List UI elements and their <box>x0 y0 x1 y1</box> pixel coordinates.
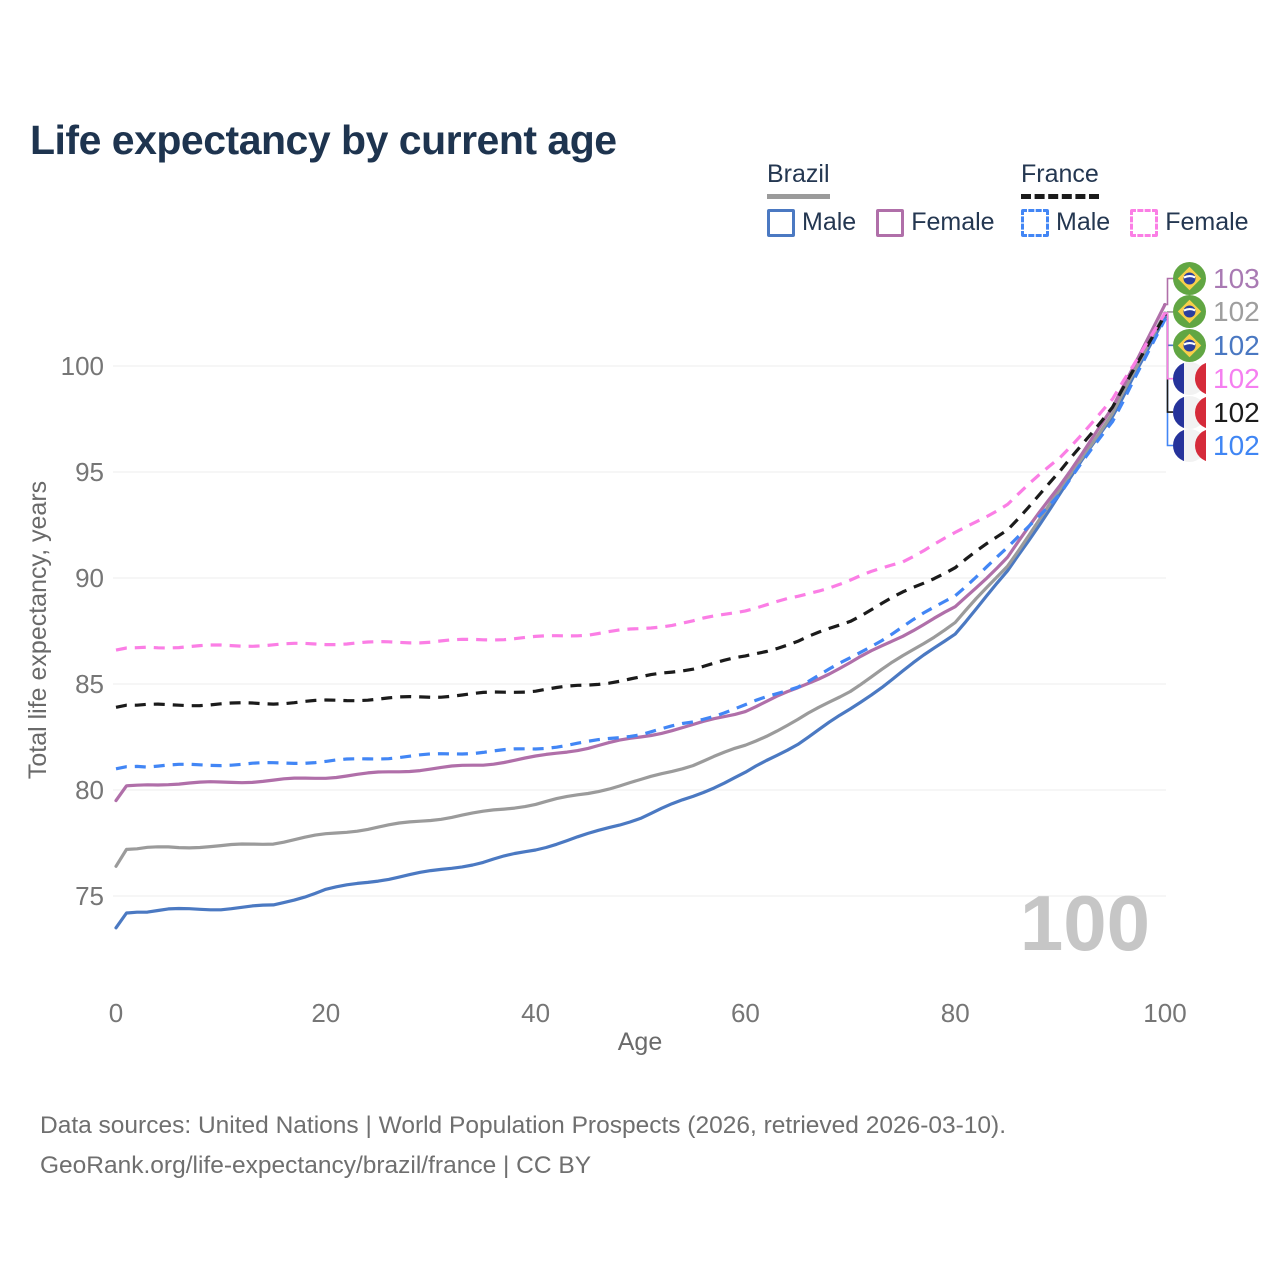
watermark-age-value: 100 <box>1020 879 1150 967</box>
series-line-france-female <box>115 312 1167 652</box>
series-end-labels: 103 102 102 102 102 102 <box>1173 262 1280 482</box>
x-tick-label: 100 <box>1143 998 1186 1028</box>
brazil-flag-icon <box>1173 295 1206 329</box>
end-label-connector <box>1163 312 1174 380</box>
end-label-value: 102 <box>1213 329 1260 361</box>
chart-legend: Brazil Male Female France Male <box>0 160 1280 240</box>
france-flag-icon <box>1173 395 1206 429</box>
legend-item-brazil-male[interactable]: Male <box>767 208 856 237</box>
legend-item-france-female[interactable]: Female <box>1130 208 1249 237</box>
series-line-brazil-female <box>114 302 1167 803</box>
x-tick-label: 60 <box>731 998 760 1028</box>
y-tick-label: 90 <box>75 563 104 593</box>
france-flag-icon <box>1173 429 1206 462</box>
legend-item-france-male[interactable]: Male <box>1021 208 1110 237</box>
footer-sources-line: Data sources: United Nations | World Pop… <box>40 1112 1007 1139</box>
x-tick-label: 40 <box>521 998 550 1028</box>
end-label-value: 102 <box>1213 363 1260 395</box>
brazil-flag-icon <box>1173 328 1206 362</box>
end-label-row-france: 102 <box>1173 362 1260 396</box>
legend-item-label: Male <box>802 208 857 236</box>
series-line-brazil-both <box>114 311 1167 868</box>
y-tick-label: 80 <box>75 775 104 805</box>
data-sources-footer: Data sources: United Nations | World Pop… <box>40 1106 1006 1186</box>
footer-attribution-line: GeoRank.org/life-expectancy/brazil/franc… <box>40 1152 592 1179</box>
legend-group-france: France Male Female <box>1021 160 1249 237</box>
end-label-row-brazil: 102 <box>1173 328 1260 362</box>
checkbox-icon <box>1130 208 1159 237</box>
x-axis-title: Age <box>618 1028 662 1056</box>
legend-item-label: Male <box>1056 208 1111 236</box>
series-line-france-both <box>115 314 1167 709</box>
legend-item-brazil-female[interactable]: Female <box>876 208 995 237</box>
end-label-value: 102 <box>1213 430 1260 461</box>
y-tick-label: 85 <box>75 669 104 699</box>
checkbox-icon <box>1021 208 1049 237</box>
series-line-france-male <box>115 318 1167 771</box>
end-label-row-brazil: 102 <box>1173 295 1260 329</box>
legend-item-label: Female <box>911 208 995 236</box>
legend-group-brazil: Brazil Male Female <box>767 160 995 237</box>
end-label-row-brazil: 103 <box>1173 262 1260 295</box>
end-label-value: 102 <box>1213 296 1260 328</box>
end-label-row-france: 102 <box>1173 395 1260 429</box>
x-tick-label: 20 <box>311 998 340 1028</box>
brazil-flag-icon <box>1173 262 1206 295</box>
x-tick-label: 0 <box>109 998 123 1028</box>
y-tick-label: 100 <box>61 351 104 381</box>
checkbox-icon <box>767 208 795 237</box>
legend-item-label: Female <box>1165 208 1249 236</box>
france-flag-icon <box>1173 362 1206 396</box>
y-tick-label: 75 <box>75 881 104 911</box>
legend-group-title-france: France <box>1021 160 1099 199</box>
page-title: Life expectancy by current age <box>30 117 617 164</box>
end-label-value: 103 <box>1213 263 1260 294</box>
y-tick-label: 95 <box>75 457 104 487</box>
end-label-connector <box>1163 277 1174 306</box>
end-label-row-france: 102 <box>1173 429 1260 462</box>
y-axis-title: Total life expectancy, years <box>24 481 52 779</box>
legend-group-title-brazil: Brazil <box>767 160 830 199</box>
x-tick-label: 80 <box>941 998 970 1028</box>
checkbox-icon <box>876 208 905 237</box>
series-line-brazil-male <box>114 315 1167 930</box>
end-label-value: 102 <box>1213 396 1260 428</box>
